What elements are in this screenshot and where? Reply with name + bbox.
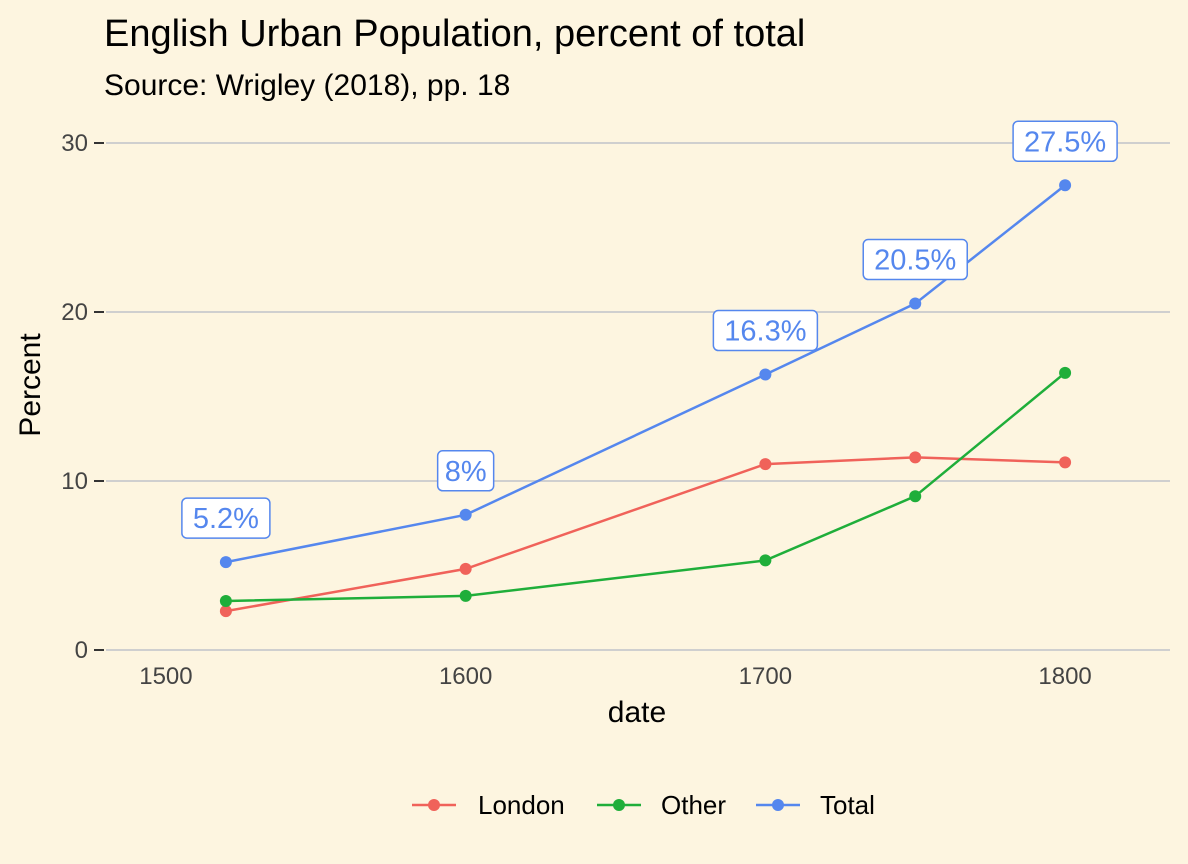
grid — [106, 142, 1170, 651]
point-other-1800 — [1059, 366, 1072, 379]
x-tick-label-1500: 1500 — [139, 663, 192, 690]
y-tick-label-0: 0 — [75, 637, 88, 664]
legend-label-total: Total — [820, 790, 875, 820]
x-tick-label-1600: 1600 — [439, 663, 492, 690]
point-other-1700 — [759, 554, 772, 567]
point-total-1800 — [1059, 179, 1072, 192]
chart-subtitle: Source: Wrigley (2018), pp. 18 — [104, 69, 510, 102]
point-total-1600 — [459, 508, 472, 521]
x-tick-label-1800: 1800 — [1038, 663, 1091, 690]
label-total-1750: 20.5% — [874, 245, 956, 277]
legend-label-london: London — [478, 790, 565, 820]
point-london-1600 — [459, 562, 472, 575]
point-london-1520 — [219, 605, 232, 618]
point-london-1800 — [1059, 456, 1072, 469]
legend-point-other — [613, 799, 625, 811]
point-other-1600 — [459, 589, 472, 602]
y-axis: 0 10 20 30 — [61, 130, 104, 664]
label-total-1520: 5.2% — [193, 503, 259, 535]
y-tick-label-20: 20 — [61, 299, 88, 326]
chart-title: English Urban Population, percent of tot… — [104, 13, 805, 55]
data-labels: 5.2% 8% 16.3% 20.5% 27.5% — [181, 120, 1118, 539]
x-axis: 1500 1600 1700 1800 — [139, 663, 1092, 690]
label-box-1800 — [1012, 120, 1118, 162]
legend-point-london — [428, 799, 440, 811]
point-other-1520 — [219, 594, 232, 607]
point-other-1750 — [909, 490, 922, 503]
point-london-1700 — [759, 458, 772, 471]
y-axis-title: Percent — [14, 333, 47, 437]
label-box-1520 — [181, 497, 271, 539]
point-total-1520 — [219, 556, 232, 569]
y-tick-label-30: 30 — [61, 130, 88, 157]
legend-point-total — [772, 799, 784, 811]
x-axis-title: date — [608, 696, 666, 729]
series-points — [219, 179, 1072, 618]
label-total-1600: 8% — [445, 456, 487, 488]
label-total-1700: 16.3% — [724, 316, 806, 348]
y-tick-label-10: 10 — [61, 468, 88, 495]
series-line-other — [225, 371, 1066, 603]
legend-label-other: Other — [661, 790, 726, 820]
legend: London Other Total — [412, 790, 875, 820]
x-tick-label-1700: 1700 — [739, 663, 792, 690]
label-box-1700 — [712, 309, 819, 352]
point-total-1700 — [759, 368, 772, 381]
label-total-1800: 27.5% — [1024, 126, 1106, 158]
label-box-1750 — [862, 238, 968, 281]
point-total-1750 — [909, 297, 922, 310]
label-box-1600 — [436, 450, 495, 492]
point-london-1750 — [909, 451, 922, 464]
